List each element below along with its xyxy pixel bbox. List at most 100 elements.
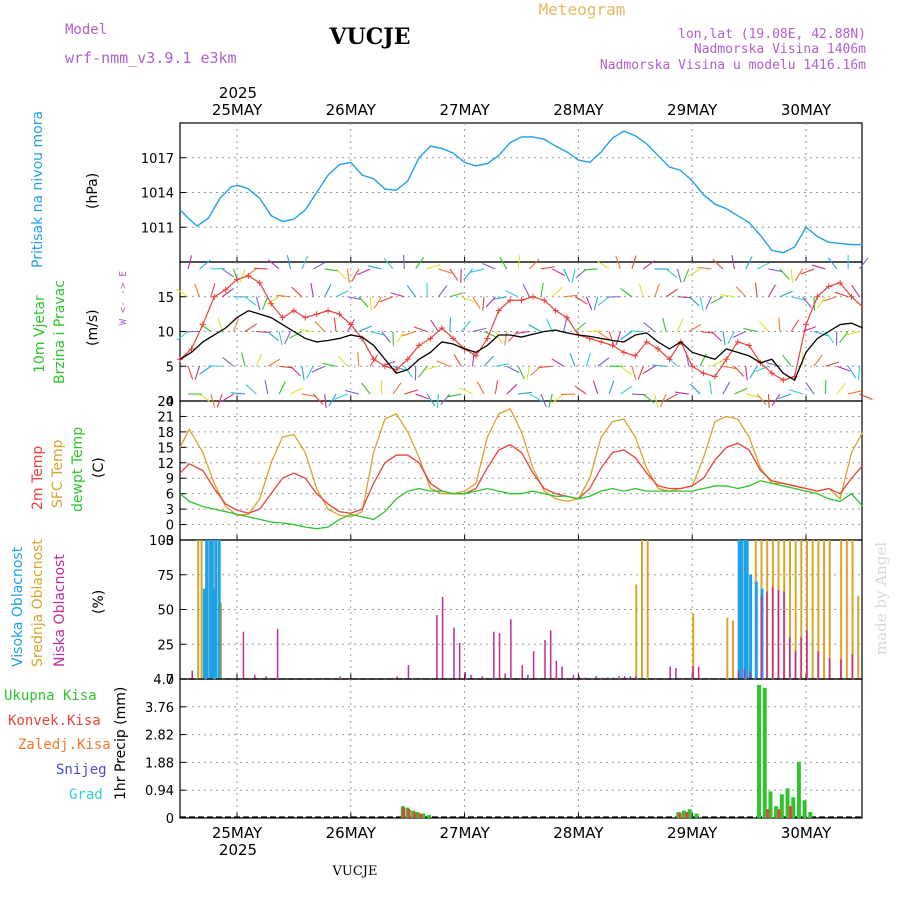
wind-arrow <box>563 268 571 282</box>
wind-gust-marker <box>325 307 332 314</box>
wind-arrow <box>278 331 283 346</box>
low-cloud-bar <box>276 628 279 679</box>
wind-arrow <box>552 268 565 277</box>
wind-arrow <box>312 393 324 405</box>
wind-gust-marker <box>268 300 275 307</box>
wind-arrow <box>324 393 327 409</box>
wind-arrow <box>244 296 257 306</box>
low-cloud-bar <box>436 615 438 679</box>
low-cloud-bar <box>254 674 256 679</box>
wind-arrow <box>453 353 462 367</box>
high-cloud-bar <box>739 540 743 679</box>
wind-gust-marker <box>472 352 479 359</box>
wind-arrow <box>620 365 633 376</box>
wind-arrow <box>403 365 413 378</box>
y-tick-label: 6 <box>166 488 174 503</box>
wind-arrow <box>370 330 384 336</box>
low-cloud-bar <box>737 670 740 679</box>
wind-arrow <box>585 352 591 367</box>
y-tick-label: 1017 <box>141 152 174 167</box>
wind-arrow <box>494 380 499 395</box>
conv-precip-legend: Konvek.Kisa <box>8 713 101 729</box>
high-cloud-bar <box>211 588 215 679</box>
y-tick-label: 18 <box>157 426 174 441</box>
low-cloud-bar <box>504 673 506 679</box>
plot-panels: 101110141017051015-303691215182124025507… <box>141 101 873 842</box>
y-tick-label: 21 <box>157 410 174 425</box>
wind-gust-marker <box>416 342 423 349</box>
wind-arrow <box>335 290 349 298</box>
wind-arrow <box>483 355 494 367</box>
x-day-label-top: 26MAY <box>326 101 377 119</box>
total-precip-bar <box>808 812 813 818</box>
wind-arrow <box>642 260 655 270</box>
low-cloud-bar <box>544 640 546 679</box>
wind-arrow <box>851 284 860 298</box>
total-precip-bar <box>405 807 410 818</box>
wind-arrow <box>347 296 362 300</box>
wind-arrow <box>631 255 637 270</box>
wind-gust-marker <box>518 297 525 304</box>
wind-arrow <box>731 255 735 270</box>
wind-gust-marker <box>404 356 411 363</box>
wind-unit: (m/s) <box>85 309 101 346</box>
y-tick-label: 15 <box>157 441 174 456</box>
wind-arrow <box>805 382 815 395</box>
pressure-ylabel: Pritisak na nivou mora <box>30 111 46 268</box>
high-cloud-bar <box>208 540 212 679</box>
wind-arrow <box>735 286 747 298</box>
wind-arrow <box>289 331 303 339</box>
high-cloud-bar <box>745 540 749 679</box>
x-day-label-top: 30MAY <box>781 101 832 119</box>
wind-arrow <box>438 285 448 298</box>
wind-gust-marker <box>643 338 650 345</box>
mid-cloud-bar <box>635 584 638 679</box>
low-cloud-bar <box>840 659 842 679</box>
wind-arrow <box>771 393 781 406</box>
wind-arrow <box>313 261 326 270</box>
wind-gust-marker <box>222 286 229 293</box>
wind-ylabel-sub: Brzina i Pravac <box>52 280 68 384</box>
low-cloud-bar <box>771 587 774 679</box>
mid-cloud-bar <box>845 540 848 679</box>
wind-arrow <box>216 393 223 408</box>
wind-arrow <box>447 393 462 398</box>
y-tick-label: 1.88 <box>145 756 174 771</box>
wind-gust-marker <box>620 349 627 356</box>
low-cloud-bar <box>697 666 700 679</box>
wind-arrow <box>328 393 337 407</box>
wind-arrow <box>222 357 234 367</box>
y-tick-label: -3 <box>161 534 174 549</box>
wind-arrow <box>345 389 359 395</box>
x-day-label-top: 27MAY <box>439 101 490 119</box>
conv-precip-bar <box>788 806 792 818</box>
total-precip-bar <box>774 806 779 818</box>
low-cloud-bar <box>788 637 791 679</box>
x-day-label-top: 28MAY <box>553 101 604 119</box>
wind-arrow <box>176 288 189 298</box>
pressure-unit: (hPa) <box>85 173 101 209</box>
wind-arrow <box>551 358 564 367</box>
wind-arrow <box>194 366 201 380</box>
y-tick-label: 0 <box>166 673 174 688</box>
pressure-line <box>179 130 863 254</box>
x-day-label-top: 29MAY <box>667 101 718 119</box>
wind-arrow <box>310 282 314 297</box>
wind-arrow <box>569 352 576 367</box>
y-tick-label: 4.7 <box>153 673 174 688</box>
wind-arrow <box>642 393 655 404</box>
wind-gust-marker <box>768 370 775 377</box>
wind-arrow <box>687 268 701 277</box>
wind-arrow <box>652 364 667 367</box>
wind-gust-marker <box>734 338 741 345</box>
high-cloud-bar <box>217 540 221 679</box>
wind-arrow <box>392 382 402 395</box>
low-cloud-bar <box>595 676 597 679</box>
wind-arrow <box>734 387 748 395</box>
wind-arrow <box>395 331 405 344</box>
wind-arrow <box>278 381 286 395</box>
wind-gust-marker <box>609 342 616 349</box>
wind-arrow <box>664 393 678 402</box>
wind-arrow <box>597 296 610 306</box>
low-cloud-bar <box>692 666 694 679</box>
